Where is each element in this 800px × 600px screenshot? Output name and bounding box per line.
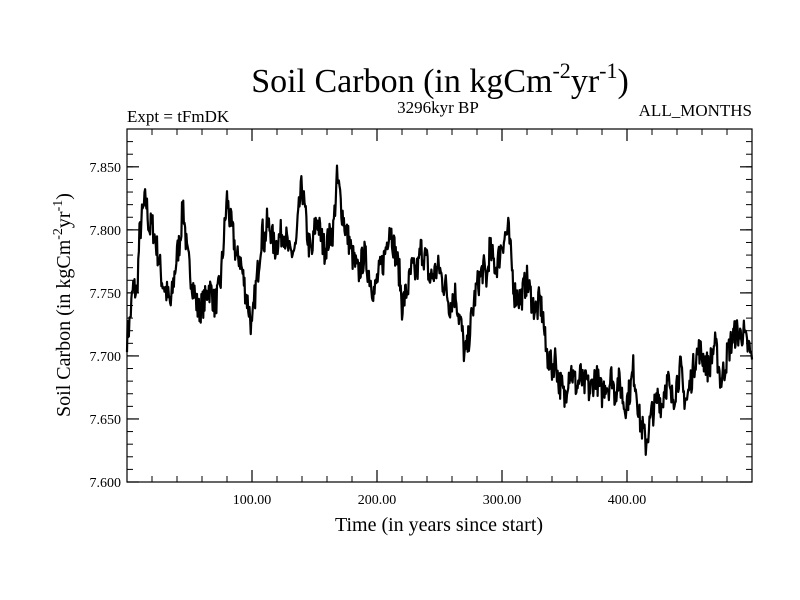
x-axis: 100.00 200.00 300.00 400.00: [151, 129, 728, 508]
y-tick-label: 7.700: [90, 350, 122, 365]
subtitle-right: ALL_MONTHS: [639, 101, 752, 120]
y-tick-label: 7.650: [90, 413, 122, 428]
y-tick-label: 7.850: [90, 161, 122, 176]
x-axis-label: Time (in years since start): [335, 514, 543, 536]
soil-carbon-series-line: [125, 164, 754, 456]
y-tick-label: 7.750: [90, 287, 122, 302]
subtitle-center: 3296kyr BP: [397, 98, 479, 117]
y-tick-label: 7.600: [90, 476, 122, 491]
y-tick-label: 7.800: [90, 224, 122, 239]
y-axis: 7.600 7.650 7.700 7.750 7.800 7.850: [90, 128, 752, 491]
plot-frame: [126, 128, 753, 483]
chart-title: Soil Carbon (in kgCm-2yr-1): [251, 58, 629, 100]
x-tick-label: 300.00: [483, 493, 522, 508]
x-tick-label: 100.00: [233, 493, 272, 508]
x-tick-label: 400.00: [608, 493, 647, 508]
y-axis-label: Soil Carbon (in kgCm-2yr-1): [51, 193, 75, 417]
subtitle-left: Expt = tFmDK: [127, 107, 230, 126]
x-tick-label: 200.00: [358, 493, 397, 508]
